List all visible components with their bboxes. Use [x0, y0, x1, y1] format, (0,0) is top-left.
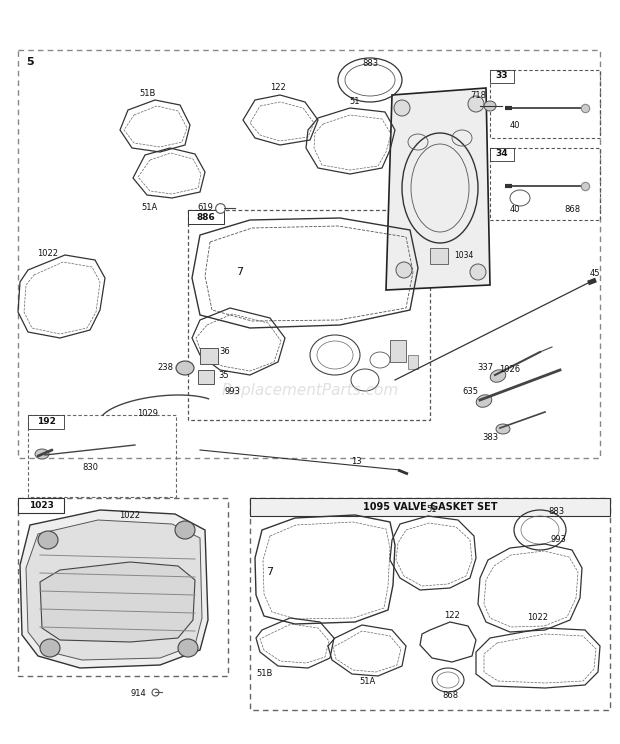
- Ellipse shape: [394, 100, 410, 116]
- Text: 7: 7: [267, 567, 273, 577]
- Text: 33: 33: [496, 71, 508, 80]
- Text: 1022: 1022: [37, 248, 58, 257]
- Bar: [18, 498, 228, 676]
- Text: 192: 192: [37, 417, 55, 426]
- Text: 383: 383: [482, 434, 498, 443]
- Text: 718: 718: [470, 92, 486, 100]
- Bar: [490, 148, 514, 161]
- Text: 1026: 1026: [500, 365, 521, 374]
- Text: 40: 40: [510, 205, 520, 214]
- Text: 619: 619: [197, 204, 213, 213]
- Ellipse shape: [496, 424, 510, 434]
- Bar: [18, 50, 600, 458]
- Ellipse shape: [40, 639, 60, 657]
- Text: 34: 34: [495, 150, 508, 158]
- Polygon shape: [386, 88, 490, 290]
- Ellipse shape: [175, 521, 195, 539]
- Ellipse shape: [476, 395, 492, 407]
- Ellipse shape: [470, 264, 486, 280]
- Text: 5: 5: [26, 57, 34, 67]
- Text: 238: 238: [157, 364, 173, 373]
- Text: 51A: 51A: [360, 678, 376, 687]
- Polygon shape: [20, 510, 208, 668]
- Text: 993: 993: [224, 388, 240, 397]
- Text: 51A: 51A: [142, 202, 158, 211]
- Bar: [250, 498, 610, 710]
- Text: 914: 914: [130, 688, 146, 698]
- Text: 830: 830: [82, 464, 98, 472]
- Text: 868: 868: [564, 205, 580, 214]
- Bar: [430, 248, 448, 264]
- Bar: [200, 348, 218, 364]
- Text: 45: 45: [590, 269, 601, 278]
- Bar: [18, 498, 64, 513]
- Bar: [250, 498, 610, 516]
- Bar: [198, 370, 214, 384]
- Ellipse shape: [396, 262, 412, 278]
- Text: 51B: 51B: [257, 670, 273, 679]
- Text: 1095 VALVE GASKET SET: 1095 VALVE GASKET SET: [363, 502, 497, 512]
- Text: 886: 886: [197, 213, 215, 222]
- Ellipse shape: [176, 361, 194, 375]
- Text: 868: 868: [442, 691, 458, 701]
- Polygon shape: [26, 520, 202, 660]
- Ellipse shape: [468, 96, 484, 112]
- Text: 13: 13: [351, 458, 361, 466]
- Bar: [28, 415, 64, 429]
- Ellipse shape: [178, 639, 198, 657]
- Text: 122: 122: [444, 611, 460, 620]
- Ellipse shape: [38, 531, 58, 549]
- Text: 51: 51: [350, 97, 360, 106]
- Text: 1034: 1034: [454, 251, 474, 260]
- Text: 635: 635: [462, 388, 478, 397]
- Text: 1029: 1029: [138, 408, 159, 417]
- Ellipse shape: [35, 449, 49, 459]
- Bar: [490, 70, 514, 83]
- Bar: [188, 210, 430, 420]
- Ellipse shape: [490, 370, 506, 382]
- Text: 1023: 1023: [29, 501, 53, 510]
- Text: 122: 122: [270, 83, 286, 92]
- Text: 51B: 51B: [140, 89, 156, 97]
- Text: 35: 35: [219, 371, 229, 379]
- Text: 993: 993: [550, 536, 566, 545]
- Text: 7: 7: [236, 267, 244, 277]
- Text: 1022: 1022: [528, 614, 549, 623]
- Ellipse shape: [484, 101, 496, 111]
- Bar: [490, 70, 600, 138]
- Text: 40: 40: [510, 121, 520, 130]
- Text: 1022: 1022: [120, 512, 141, 521]
- Bar: [408, 355, 418, 369]
- Text: 36: 36: [219, 347, 231, 356]
- Text: 883: 883: [362, 60, 378, 68]
- Bar: [28, 415, 176, 497]
- Bar: [390, 340, 406, 362]
- Bar: [490, 148, 600, 220]
- Text: 51: 51: [427, 505, 437, 515]
- Bar: [188, 210, 224, 224]
- Polygon shape: [40, 562, 195, 642]
- Text: 883: 883: [548, 507, 564, 516]
- Text: ReplacementParts.com: ReplacementParts.com: [221, 382, 399, 397]
- Text: 337: 337: [477, 364, 493, 373]
